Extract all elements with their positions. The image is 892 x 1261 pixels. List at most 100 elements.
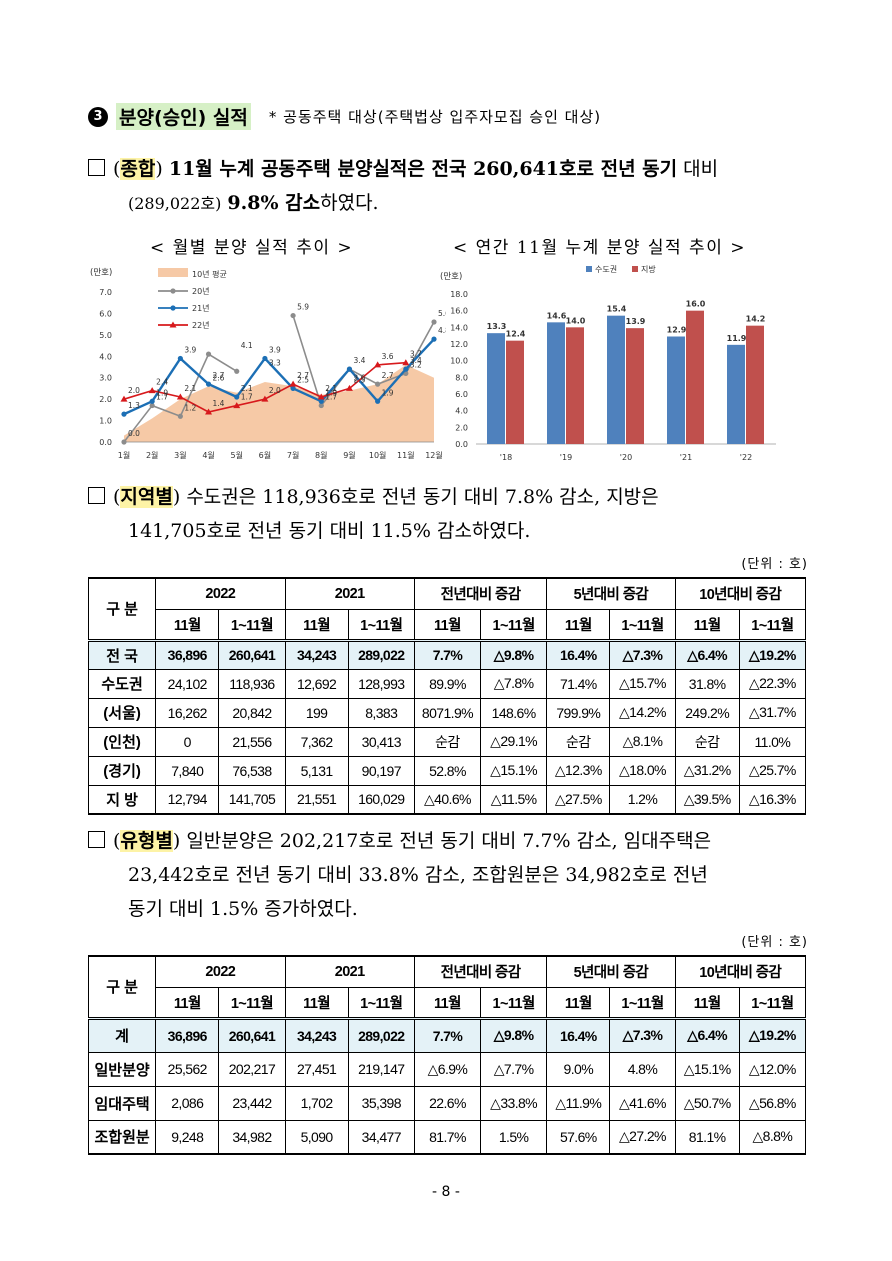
th-m11: 11월 xyxy=(413,608,482,641)
th-gu: 구 분 xyxy=(87,577,157,641)
bar xyxy=(667,336,685,444)
table-row: 지 방 12,794 141,705 21,551 160,029 △40.6% △11.5… xyxy=(87,784,807,815)
legend-swatch xyxy=(158,268,188,277)
row-label: (인천) xyxy=(87,726,157,757)
table-cell: △22.3% xyxy=(738,668,807,699)
p3-line2: 23,442호로 전년 동기 대비 33.8% 감소, 조합원분은 34,982… xyxy=(128,864,708,886)
data-label: 2.7 xyxy=(297,371,309,380)
table-cell: 260,641 xyxy=(218,638,286,670)
bar-data-label: 13.9 xyxy=(626,317,646,326)
table-cell: △9.8% xyxy=(480,1016,548,1053)
region-table: 구 분 2022 2021 전년대비 증감 5년대비 증감 10년대비 증감 1… xyxy=(87,577,807,815)
th-m11: 11월 xyxy=(155,986,220,1019)
table-cell: 81.7% xyxy=(413,1119,482,1155)
p2-line1: 수도권은 118,936호로 전년 동기 대비 7.8% 감소, 지방은 xyxy=(186,486,659,508)
th-m11: 11월 xyxy=(546,986,611,1019)
table-cell: △29.1% xyxy=(480,726,548,757)
data-point xyxy=(402,359,410,366)
table-cell: △19.2% xyxy=(738,638,807,670)
data-label: 4.1 xyxy=(241,341,253,350)
th-m11: 11월 xyxy=(413,986,482,1019)
row-label: 지 방 xyxy=(87,784,157,815)
data-label: 2.5 xyxy=(297,375,309,384)
th-m1-11: 1~11월 xyxy=(738,986,807,1019)
data-point xyxy=(176,393,184,400)
table-cell: 순감 xyxy=(546,726,611,757)
table-row: 조합원분 9,248 34,982 5,090 34,477 81.7% 1.5% 57.6%… xyxy=(87,1119,807,1155)
table-cell: △56.8% xyxy=(738,1085,807,1121)
x-tick-label: 6월 xyxy=(259,450,271,460)
data-label: 0.0 xyxy=(128,429,140,438)
data-point xyxy=(261,395,269,402)
th-m11: 11월 xyxy=(546,608,611,641)
table-cell: △41.6% xyxy=(609,1085,676,1121)
data-point xyxy=(149,398,155,404)
data-point xyxy=(262,355,268,362)
x-tick-label: 3월 xyxy=(174,450,186,460)
p1-text-c: (289,022호) xyxy=(128,194,222,213)
data-label: 5.6 xyxy=(438,309,446,318)
bar xyxy=(727,344,745,444)
data-point xyxy=(431,319,437,325)
legend-swatch xyxy=(632,266,638,272)
data-label: 2.6 xyxy=(213,373,225,382)
table-row: 일반분양 25,562 202,217 27,451 219,147 △6.9% △7.7%… xyxy=(87,1051,807,1087)
y-axis-label: (만호) xyxy=(90,268,112,278)
p1-text-b: 대비 xyxy=(683,158,719,180)
data-label: 2.7 xyxy=(213,371,225,380)
y-tick-label: 14.0 xyxy=(450,323,468,332)
data-point xyxy=(290,312,296,319)
table-row: (인천) 0 21,556 7,362 30,413 순감 △29.1% 순감 △8.1% 순감 1… xyxy=(87,726,807,757)
table-cell: △15.1% xyxy=(674,1051,740,1087)
table-cell: △33.8% xyxy=(480,1085,548,1121)
y-tick-label: 5.0 xyxy=(99,331,112,340)
table-cell: 16.4% xyxy=(546,638,611,670)
table-cell: 34,243 xyxy=(284,1016,349,1053)
x-tick-label: '20 xyxy=(620,453,632,462)
row-label: 전 국 xyxy=(87,638,157,670)
data-label: 2.5 xyxy=(353,375,365,384)
x-tick-label: 2월 xyxy=(146,450,158,460)
table-cell: 81.1% xyxy=(674,1119,740,1155)
data-point xyxy=(205,408,213,415)
data-label: 2.1 xyxy=(184,384,196,393)
table-cell: △7.8% xyxy=(480,668,548,699)
x-tick-label: 1월 xyxy=(118,450,130,460)
bar xyxy=(626,328,644,444)
data-label: 2.7 xyxy=(382,371,394,380)
bar-data-label: 13.3 xyxy=(487,322,507,331)
th-10y: 10년대비 증감 xyxy=(674,577,807,610)
data-label: 1.9 xyxy=(325,388,337,397)
table-cell: △8.8% xyxy=(738,1119,807,1155)
th-m1-11: 1~11월 xyxy=(738,608,807,641)
section-title: 분양(승인) 실적 xyxy=(116,103,251,130)
chart-caption-right: < 연간 11월 누계 분양 실적 추이 > xyxy=(453,238,746,258)
table-cell: 7,362 xyxy=(284,726,349,757)
x-tick-label: 4월 xyxy=(202,450,214,460)
data-point xyxy=(120,395,128,402)
table-cell: △11.9% xyxy=(546,1085,611,1121)
paragraph-type: (유형별) 일반분양은 202,217호로 전년 동기 대비 7.7% 감소, … xyxy=(88,824,808,926)
y-tick-label: 1.0 xyxy=(99,417,112,426)
page-number: - 8 - xyxy=(432,1184,460,1200)
data-label: 3.6 xyxy=(382,352,394,361)
data-label: 1.7 xyxy=(156,393,168,402)
data-point xyxy=(318,402,324,409)
y-tick-label: 0.0 xyxy=(99,438,112,447)
x-tick-label: '21 xyxy=(680,453,692,462)
legend-label: 21년 xyxy=(192,303,210,313)
x-tick-label: 9월 xyxy=(343,450,355,460)
table-cell: 71.4% xyxy=(546,668,611,699)
data-point xyxy=(177,413,183,419)
table-cell: △15.1% xyxy=(480,755,548,786)
legend-marker xyxy=(170,288,176,294)
y-tick-label: 2.0 xyxy=(455,423,468,432)
th-gu: 구 분 xyxy=(87,955,157,1019)
annual-bar-chart: (만호) 0.0 2.0 4.0 6.0 8.0 10.0 12.0 14.0 16.0 18.0 1… xyxy=(440,264,776,462)
data-point xyxy=(177,355,183,362)
table-cell: 7,840 xyxy=(155,755,220,786)
th-m11: 11월 xyxy=(674,986,740,1019)
th-m1-11: 1~11월 xyxy=(609,986,676,1019)
checkbox-glyph xyxy=(88,831,105,848)
bar-data-label: 14.0 xyxy=(566,316,586,325)
